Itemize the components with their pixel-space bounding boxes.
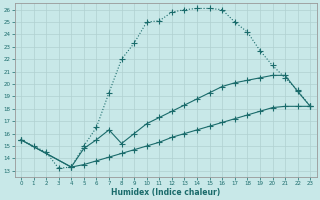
X-axis label: Humidex (Indice chaleur): Humidex (Indice chaleur) <box>111 188 220 197</box>
